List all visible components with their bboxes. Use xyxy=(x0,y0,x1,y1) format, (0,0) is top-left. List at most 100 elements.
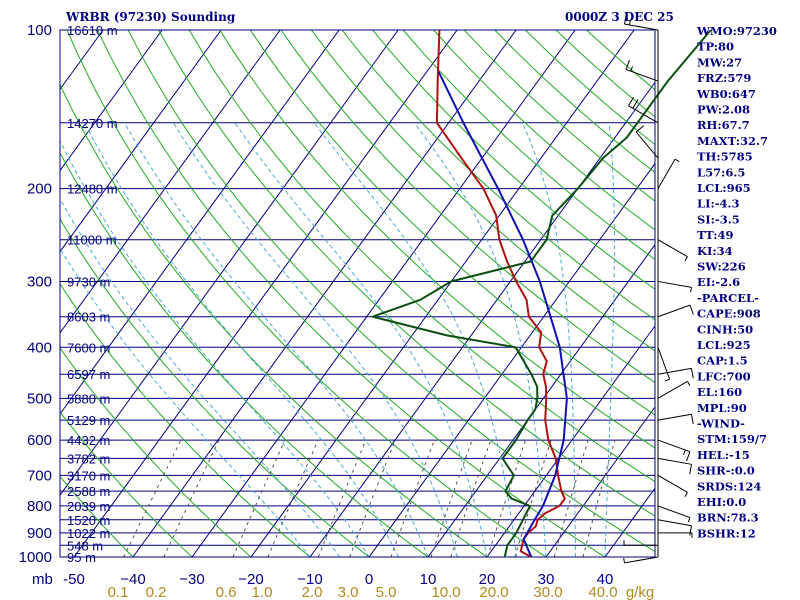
wind-barb-feather xyxy=(624,14,627,25)
wind-barb-shaft xyxy=(628,105,659,124)
height-label: 11000 m xyxy=(67,233,117,248)
wind-barb-feather xyxy=(628,96,634,107)
wind-barb xyxy=(635,125,659,159)
temperature-tick-label: 30 xyxy=(538,571,555,588)
wind-barb-feather xyxy=(689,304,694,315)
wind-barb-shaft xyxy=(657,239,688,258)
index-entry: -PARCEL- xyxy=(697,291,759,305)
wind-barb xyxy=(657,239,688,262)
index-entry: SHR-:0.0 xyxy=(697,464,755,478)
wind-barb xyxy=(657,158,680,189)
height-label: 5129 m xyxy=(67,413,110,428)
index-entry: CINH:50 xyxy=(697,322,753,336)
pressure-tick-label: 200 xyxy=(27,181,52,198)
isotherm-line xyxy=(60,30,163,172)
wind-barb-shaft xyxy=(657,505,691,519)
dry-adiabat xyxy=(60,83,488,557)
dry-adiabat xyxy=(188,30,655,483)
isotherm-line xyxy=(60,30,222,253)
mixing-ratio-line xyxy=(317,439,367,557)
wind-barb-shaft xyxy=(657,439,691,453)
index-entry: LCL:965 xyxy=(697,181,751,195)
pressure-tick-label: 300 xyxy=(27,273,52,290)
temperature-tick-label: −10 xyxy=(297,571,322,588)
wind-barb-feather xyxy=(687,517,691,523)
temperature-tick-label: 10 xyxy=(420,571,437,588)
wind-barb xyxy=(657,304,694,318)
mixing-ratio-label: 10.0 xyxy=(431,584,460,600)
wind-barb-feather xyxy=(686,451,691,462)
wind-barb-shaft xyxy=(657,457,692,465)
index-entry: BSHR:12 xyxy=(697,526,756,540)
height-label: 1520 m xyxy=(67,513,110,528)
chart-series xyxy=(371,29,712,558)
wind-barb xyxy=(624,14,659,31)
mixing-ratio-label: 2.0 xyxy=(302,584,323,600)
isotherm-line xyxy=(132,30,517,557)
pressure-tick-label: 900 xyxy=(27,525,52,542)
index-entry: WMO:97230 xyxy=(696,24,777,38)
mixing-ratio-label: 0.1 xyxy=(108,584,129,600)
wind-barb-feather xyxy=(689,464,692,475)
moist-adiabat xyxy=(604,122,615,557)
height-label: 95 m xyxy=(67,550,96,565)
wind-barb-shaft xyxy=(657,413,692,421)
mixing-ratio-label: 3.0 xyxy=(338,584,359,600)
height-label: 3170 m xyxy=(67,468,110,483)
pressure-unit-label: mb xyxy=(32,571,53,588)
height-label: 9730 m xyxy=(67,274,110,289)
mixing-ratio-line xyxy=(514,439,552,557)
wind-barb-shaft xyxy=(635,131,659,159)
wind-barb xyxy=(657,474,688,497)
mixing-ratio-line xyxy=(450,439,492,557)
index-entry: EI:-2.6 xyxy=(697,275,740,289)
chart-title: WRBR (97230) Sounding xyxy=(65,10,236,24)
wind-barb-feather xyxy=(687,381,691,386)
height-label: 8603 m xyxy=(67,310,110,325)
height-label: 2588 m xyxy=(67,484,110,499)
dry-adiabat xyxy=(372,30,655,290)
wind-barb-feather xyxy=(689,525,692,536)
pressure-tick-label: 500 xyxy=(27,390,52,407)
dry-adiabat xyxy=(66,30,547,557)
wind-barb-shaft xyxy=(657,519,692,527)
height-label: 5880 m xyxy=(67,391,110,406)
wind-barb-feather xyxy=(635,125,645,133)
temperature-tick-label: -50 xyxy=(63,571,85,588)
dry-adiabat xyxy=(97,30,606,557)
index-entry: TP:80 xyxy=(697,40,734,54)
dry-adiabat xyxy=(60,347,252,557)
wind-barb-shaft xyxy=(657,280,692,288)
mixing-ratio-line xyxy=(553,439,589,557)
isotherm-line xyxy=(191,30,576,557)
wind-barb xyxy=(657,519,692,536)
isotherm-line xyxy=(486,325,655,557)
mixing-ratio-label: g/kg xyxy=(626,584,654,600)
temperature-tick-label: −30 xyxy=(179,571,204,588)
wind-barb-shaft xyxy=(657,158,676,189)
mixing-ratio-label: 40.0 xyxy=(588,584,617,600)
temperature-tick-label: 40 xyxy=(597,571,614,588)
dry-adiabat xyxy=(586,30,655,91)
pressure-tick-label: 100 xyxy=(27,22,52,39)
height-label: 548 m xyxy=(67,538,103,553)
mixing-ratio-label: 30.0 xyxy=(533,584,562,600)
index-entry: SI:-3.5 xyxy=(697,212,740,226)
dry-adiabat xyxy=(280,30,655,384)
wind-barb-feather xyxy=(630,66,633,72)
index-entry: PW:2.08 xyxy=(697,103,750,117)
wind-barb-feather xyxy=(683,449,686,455)
isotherm-line xyxy=(427,243,655,557)
dry-adiabat xyxy=(555,30,655,118)
isotherm-line xyxy=(309,81,655,557)
wind-barb-shaft xyxy=(657,474,688,493)
wind-barb xyxy=(657,457,692,475)
dry-adiabat xyxy=(311,30,655,352)
wind-barb-feather xyxy=(628,19,631,26)
temperature-tick-label: −40 xyxy=(120,571,145,588)
wind-barb xyxy=(623,556,659,564)
index-entry: LCL:925 xyxy=(697,338,751,352)
wind-barb-shaft xyxy=(625,68,659,82)
pressure-tick-label: 400 xyxy=(27,339,52,356)
